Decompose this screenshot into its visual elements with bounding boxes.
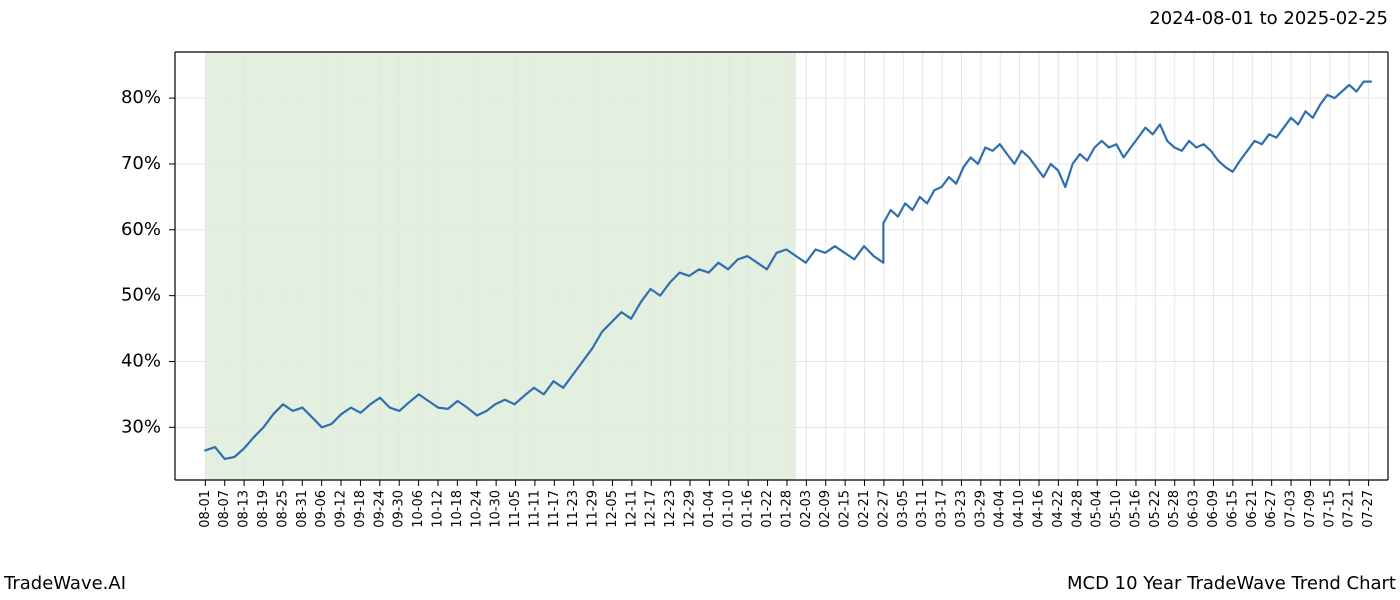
svg-text:08-31: 08-31 <box>295 490 310 528</box>
svg-text:06-21: 06-21 <box>1245 490 1260 528</box>
svg-text:10-18: 10-18 <box>450 490 465 528</box>
svg-text:11-17: 11-17 <box>547 490 562 528</box>
svg-text:01-16: 01-16 <box>741 490 756 528</box>
svg-text:03-05: 03-05 <box>896 490 911 528</box>
svg-text:10-24: 10-24 <box>469 490 484 528</box>
svg-text:09-30: 09-30 <box>392 490 407 528</box>
svg-text:01-10: 01-10 <box>721 490 736 528</box>
svg-text:03-11: 03-11 <box>915 490 930 528</box>
svg-text:08-25: 08-25 <box>275 490 290 528</box>
svg-text:02-15: 02-15 <box>838 490 853 528</box>
svg-text:08-19: 08-19 <box>256 490 271 528</box>
svg-text:07-27: 07-27 <box>1361 490 1376 528</box>
svg-text:04-28: 04-28 <box>1070 490 1085 528</box>
svg-text:01-22: 01-22 <box>760 490 775 528</box>
svg-text:07-21: 07-21 <box>1342 490 1357 528</box>
svg-text:03-29: 03-29 <box>973 490 988 528</box>
svg-text:10-12: 10-12 <box>430 490 445 528</box>
svg-text:01-28: 01-28 <box>779 490 794 528</box>
svg-text:80%: 80% <box>121 87 161 108</box>
svg-text:05-10: 05-10 <box>1109 490 1124 528</box>
svg-text:02-21: 02-21 <box>857 490 872 528</box>
svg-text:30%: 30% <box>121 416 161 437</box>
svg-text:50%: 50% <box>121 285 161 306</box>
svg-text:04-04: 04-04 <box>993 490 1008 528</box>
svg-text:11-23: 11-23 <box>566 490 581 528</box>
svg-text:60%: 60% <box>121 219 161 240</box>
svg-text:11-29: 11-29 <box>586 490 601 528</box>
svg-text:11-11: 11-11 <box>527 490 542 528</box>
svg-text:09-12: 09-12 <box>334 490 349 528</box>
svg-text:01-04: 01-04 <box>702 490 717 528</box>
svg-text:07-15: 07-15 <box>1322 490 1337 528</box>
svg-text:09-18: 09-18 <box>353 490 368 528</box>
svg-text:02-27: 02-27 <box>876 490 891 528</box>
svg-text:03-23: 03-23 <box>954 490 969 528</box>
svg-text:05-28: 05-28 <box>1167 490 1182 528</box>
svg-text:08-07: 08-07 <box>217 490 232 528</box>
svg-text:12-11: 12-11 <box>624 490 639 528</box>
svg-text:05-22: 05-22 <box>1148 490 1163 528</box>
svg-text:40%: 40% <box>121 350 161 371</box>
svg-text:06-03: 06-03 <box>1187 490 1202 528</box>
svg-text:08-13: 08-13 <box>237 490 252 528</box>
svg-text:05-04: 05-04 <box>1090 490 1105 528</box>
svg-text:04-16: 04-16 <box>1031 490 1046 528</box>
svg-text:12-29: 12-29 <box>683 490 698 528</box>
svg-text:70%: 70% <box>121 153 161 174</box>
svg-text:07-09: 07-09 <box>1303 490 1318 528</box>
svg-text:06-09: 06-09 <box>1206 490 1221 528</box>
svg-text:08-01: 08-01 <box>198 490 213 528</box>
svg-text:09-24: 09-24 <box>372 490 387 528</box>
svg-text:12-23: 12-23 <box>663 490 678 528</box>
svg-text:06-27: 06-27 <box>1264 490 1279 528</box>
svg-text:12-17: 12-17 <box>644 490 659 528</box>
svg-text:11-05: 11-05 <box>508 490 523 528</box>
svg-text:02-09: 02-09 <box>818 490 833 528</box>
svg-text:06-15: 06-15 <box>1225 490 1240 528</box>
svg-text:04-22: 04-22 <box>1051 490 1066 528</box>
svg-text:02-03: 02-03 <box>799 490 814 528</box>
svg-text:10-30: 10-30 <box>489 490 504 528</box>
svg-text:12-05: 12-05 <box>605 490 620 528</box>
svg-text:10-06: 10-06 <box>411 490 426 528</box>
svg-text:05-16: 05-16 <box>1128 490 1143 528</box>
trend-chart: 30% 40% 50% 60% 70% 80% 08-01 08-07 08-13 08-19 08… <box>0 0 1400 600</box>
svg-text:09-06: 09-06 <box>314 490 329 528</box>
svg-text:03-17: 03-17 <box>935 490 950 528</box>
svg-text:07-03: 07-03 <box>1284 490 1299 528</box>
svg-text:04-10: 04-10 <box>1012 490 1027 528</box>
